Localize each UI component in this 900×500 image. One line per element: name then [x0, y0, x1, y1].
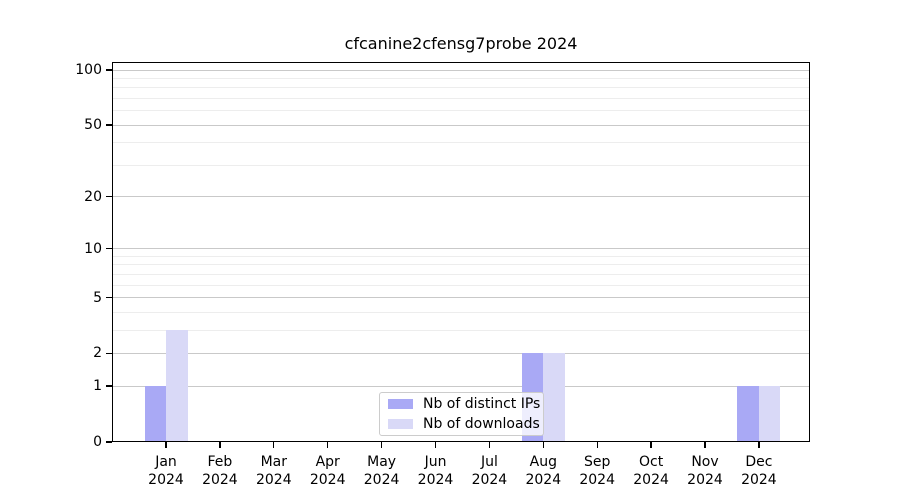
chart-title: cfcanine2cfensg7probe 2024	[344, 34, 578, 53]
x-tick-label: Jul 2024	[471, 454, 508, 488]
x-tick-mark	[434, 442, 437, 448]
y-tick-label: 5	[93, 289, 102, 306]
y-gridline-major	[112, 385, 810, 387]
bar-downloads	[543, 353, 565, 442]
bar-distinct-ips	[737, 386, 759, 442]
y-gridline-major	[112, 69, 810, 71]
y-gridline-minor	[112, 142, 810, 144]
y-tick-mark	[106, 385, 112, 387]
y-tick-mark	[106, 441, 112, 443]
x-tick-mark	[273, 442, 275, 448]
x-tick-mark	[219, 442, 221, 448]
y-tick-label: 20	[84, 188, 102, 205]
x-tick-label: Jan 2024	[148, 454, 184, 488]
y-gridline-minor	[112, 164, 810, 166]
y-gridline-major	[112, 248, 810, 250]
x-tick-mark	[380, 442, 383, 448]
y-tick-label: 0	[93, 434, 102, 450]
x-tick-label: Sep 2024	[579, 454, 615, 488]
y-gridline-minor	[112, 87, 810, 89]
bar-downloads	[758, 386, 781, 442]
legend-item-downloads: Nb of downloads	[388, 416, 543, 432]
y-gridline-minor	[112, 255, 810, 257]
y-gridline-major	[112, 352, 810, 354]
y-tick-mark	[106, 69, 112, 71]
y-tick-label: 2	[93, 345, 102, 362]
x-tick-mark	[327, 442, 329, 448]
x-tick-label: Apr 2024	[309, 454, 346, 488]
x-tick-label: Mar 2024	[255, 454, 292, 488]
y-tick-mark	[106, 352, 112, 355]
y-gridline-minor	[112, 329, 810, 331]
x-tick-mark	[488, 442, 491, 448]
legend-label-distinct-ips: Nb of distinct IPs	[423, 396, 541, 412]
y-gridline-minor	[112, 77, 810, 79]
y-gridline-minor	[112, 110, 810, 112]
legend-item-distinct-ips: Nb of distinct IPs	[388, 396, 543, 412]
x-tick-label: Jun 2024	[417, 454, 454, 488]
legend-label-downloads: Nb of downloads	[423, 416, 540, 432]
x-tick-label: Feb 2024	[202, 454, 238, 488]
y-gridline-minor	[112, 97, 810, 99]
x-tick-mark	[704, 442, 706, 448]
y-tick-label: 10	[84, 240, 102, 257]
y-tick-mark	[106, 195, 112, 198]
x-tick-label: Aug 2024	[525, 454, 562, 488]
x-tick-label: Dec 2024	[741, 454, 777, 488]
x-tick-mark	[758, 442, 760, 448]
x-tick-mark	[596, 442, 598, 448]
y-gridline-major	[112, 196, 810, 198]
bar-distinct-ips	[144, 386, 166, 442]
y-gridline-major	[112, 297, 810, 299]
y-gridline-minor	[112, 284, 810, 286]
y-gridline-minor	[112, 311, 810, 313]
plot-area: 0 1 2 5 10 20 50 100 Jan 2024 Feb 2024 Mar 2024 Ap…	[75, 62, 810, 488]
legend-swatch-distinct-ips	[388, 399, 413, 409]
legend: Nb of distinct IPs Nb of downloads	[379, 392, 544, 436]
y-tick-mark	[106, 248, 112, 250]
x-tick-label: Oct 2024	[633, 454, 669, 488]
y-gridline-minor	[112, 273, 810, 275]
x-tick-label: May 2024	[363, 454, 400, 488]
y-gridline-minor	[112, 264, 810, 266]
x-tick-mark	[165, 442, 167, 448]
y-tick-label: 50	[84, 117, 102, 134]
y-tick-label: 1	[93, 378, 102, 395]
y-tick-mark	[106, 124, 112, 126]
y-gridline-major	[112, 124, 810, 126]
x-tick-mark	[650, 442, 652, 448]
legend-swatch-downloads	[388, 419, 413, 429]
x-tick-label: Nov 2024	[687, 454, 723, 488]
y-tick-mark	[106, 296, 112, 299]
bar-downloads	[166, 330, 188, 442]
y-tick-label: 100	[75, 62, 102, 78]
x-tick-mark	[542, 442, 544, 448]
